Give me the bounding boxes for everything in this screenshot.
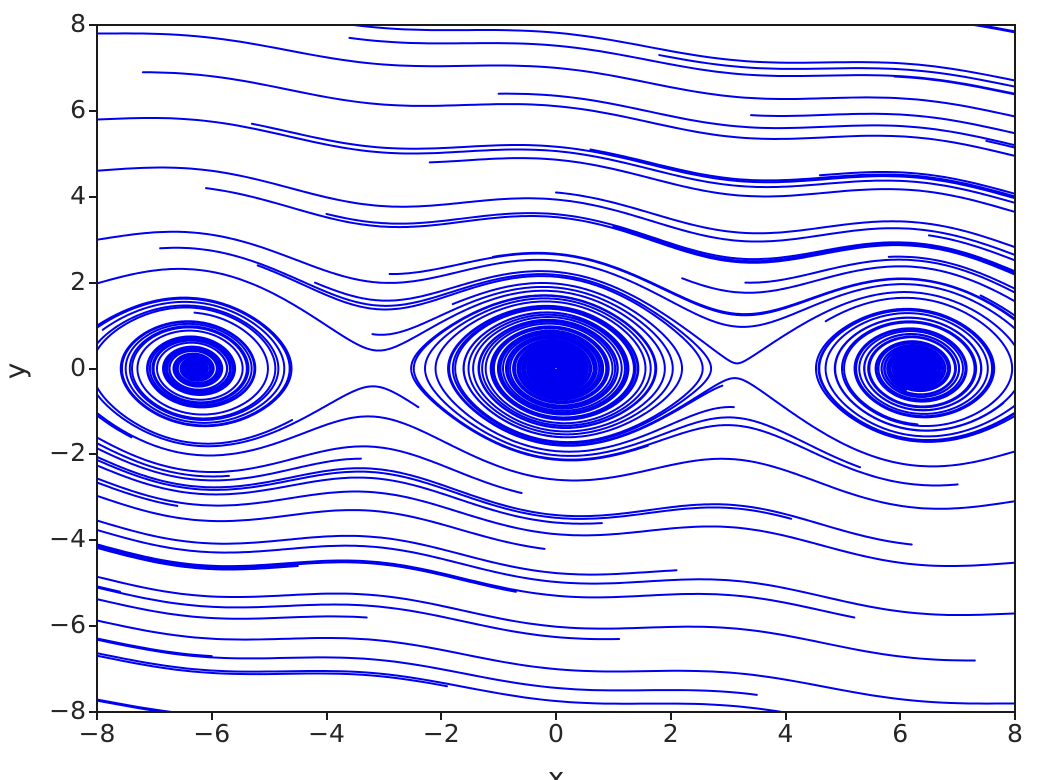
y-axis-label: y — [0, 362, 32, 380]
y-tick-mark — [89, 539, 96, 542]
y-tick-mark — [89, 367, 96, 370]
x-tick-label: 8 — [1007, 719, 1023, 748]
x-tick-label: 0 — [548, 719, 564, 748]
y-tick-label: −6 — [49, 610, 86, 640]
x-tick-label: −2 — [422, 719, 460, 748]
x-tick-mark — [325, 713, 328, 720]
y-tick-mark — [89, 281, 96, 284]
x-tick-label: −4 — [308, 719, 345, 748]
x-tick-label: 6 — [892, 719, 909, 748]
x-tick-label: −6 — [193, 719, 231, 748]
y-tick-mark — [89, 711, 96, 713]
x-tick-mark — [899, 713, 902, 720]
y-tick-label: 2 — [70, 266, 86, 296]
x-tick-mark — [555, 713, 557, 720]
x-tick-mark — [669, 713, 672, 720]
plot-area — [97, 25, 1015, 712]
y-tick-label: −2 — [49, 438, 86, 468]
y-tick-label: −8 — [49, 696, 86, 725]
x-tick-mark — [1014, 713, 1016, 720]
y-tick-label: 6 — [70, 94, 86, 124]
x-tick-label: 4 — [777, 719, 794, 748]
x-tick-mark — [96, 713, 98, 720]
y-tick-mark — [89, 195, 96, 198]
y-tick-label: 4 — [70, 180, 86, 210]
x-axis-label: x — [547, 761, 565, 780]
y-tick-label: −4 — [49, 524, 86, 554]
y-tick-mark — [89, 625, 96, 628]
y-tick-label: 8 — [70, 9, 86, 38]
x-tick-mark — [210, 713, 213, 720]
y-tick-mark — [89, 453, 96, 456]
x-tick-label: 2 — [662, 719, 679, 748]
y-tick-label: 0 — [70, 352, 86, 382]
y-tick-mark — [89, 109, 96, 112]
x-tick-mark — [440, 713, 443, 720]
y-tick-mark — [89, 24, 96, 26]
x-tick-label: −8 — [78, 719, 116, 748]
x-tick-mark — [784, 713, 787, 720]
